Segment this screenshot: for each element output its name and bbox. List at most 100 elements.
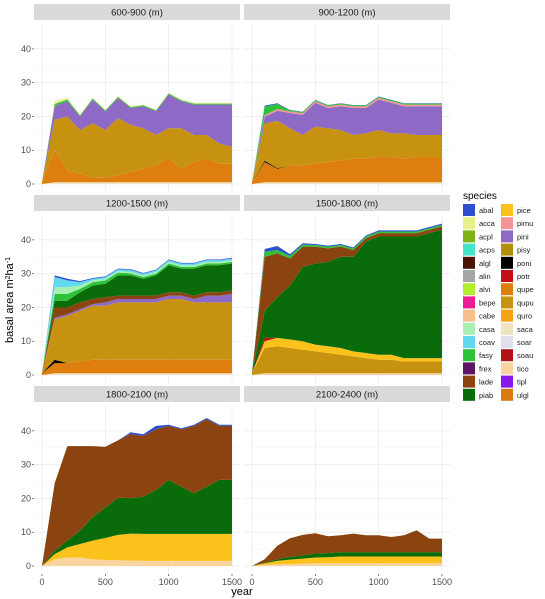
panels-layer: 600-900 (m) 0 10 20 30 40 900-1200 (m) 1200-150… [21,4,452,587]
area-qupe [42,359,232,375]
panel-strip [34,386,240,402]
legend-label-pisy: pisy [517,246,531,255]
legend-swatch-soar [501,336,513,348]
legend-swatch-ulgl [501,388,513,401]
area-tico [42,557,232,566]
area-lade [252,226,442,374]
legend-swatch-potr [501,270,513,282]
panel-5: 1800-2100 (m) 0 10 20 30 40 0 500 1000 1500 [21,386,242,587]
legend-swatch-pini [501,230,513,243]
area-saca [252,182,442,184]
y-tick-label: 20 [21,111,31,121]
area-qupe [252,156,442,184]
area-fasy [42,93,232,183]
legend-label-pice: pice [517,206,531,215]
legend-swatch-tipl [501,375,513,388]
legend-title: species [463,191,497,202]
legend-swatch-alvi [463,283,475,296]
panel-title: 1500-1800 (m) [316,199,378,210]
panel-title: 600-900 (m) [111,8,163,19]
y-tick-label: 40 [21,426,31,436]
panel-strip [244,195,450,211]
legend-swatch-quro [501,309,513,322]
legend-swatch-qupu [501,296,513,309]
legend-label-piab: piab [479,391,493,400]
legend-swatch-alin [463,270,475,282]
x-tick-label: 500 [308,577,323,587]
area-abal [252,96,442,183]
y-axis-title-sup2: -1 [5,257,12,263]
panel-title: 2100-2400 (m) [316,390,378,401]
x-tick-label: 0 [39,577,44,587]
legend-swatch-algl [463,256,475,269]
area-saca [42,373,232,375]
y-tick-label: 20 [21,302,31,312]
panel-title: 1200-1500 (m) [106,199,168,210]
legend-label-bepe: bepe [479,298,496,307]
legend-swatch-soau [501,349,513,362]
legend-swatch-lade [463,375,475,388]
legend-label-saca: saca [517,325,534,334]
legend-label-pimu: pimu [517,219,533,228]
legend-label-tipl: tipl [517,378,527,387]
area-pini [42,293,232,374]
area-tico [252,563,442,566]
legend-label-abal: abal [479,206,494,215]
panel-strip [34,195,240,211]
legend-label-qupu: qupu [517,298,534,307]
legend-swatch-qupe [501,283,513,296]
panel-title: 1800-2100 (m) [106,390,168,401]
y-axis-title-mid: ha [4,262,16,275]
panel-strip [244,4,450,20]
area-pini [42,94,232,183]
panel-3: 1200-1500 (m) 0 10 20 30 40 [21,195,240,383]
legend-label-algl: algl [479,259,491,268]
legend-swatch-acca [463,217,475,230]
legend-label-potr: potr [517,272,530,281]
x-axis-title: year [231,586,253,598]
legend-label-poni: poni [517,259,532,268]
legend-label-soau: soau [517,351,533,360]
legend-swatch-piab [463,388,475,401]
legend-label-cabe: cabe [479,312,495,321]
area-qupu [42,299,232,374]
legend-label-coav: coav [479,338,495,347]
y-tick-label: 30 [21,460,31,470]
legend-label-acps: acps [479,246,495,255]
area-piab [42,479,232,566]
legend-label-ulgl: ulgl [517,391,529,400]
area-lade [252,530,442,566]
y-tick-label: 40 [21,44,31,54]
area-pini [252,99,442,183]
panel-2: 900-1200 (m) [244,4,450,192]
legend-label-pini: pini [517,232,529,241]
y-axis-title: basal area m2ha-1 [4,257,16,343]
area-qupe [42,150,232,184]
y-axis-title-main: basal area m [4,279,16,343]
legend-swatch-casa [463,322,475,335]
y-tick-label: 40 [21,235,31,245]
panel-strip [244,386,450,402]
panel-strip [34,4,240,20]
legend-label-quro: quro [517,312,532,321]
x-tick-label: 1000 [159,577,179,587]
y-tick-label: 20 [21,493,31,503]
legend-swatch-acpl [463,230,475,243]
legend: species abal acca acpl acps algl alin alvi bepe… [463,191,534,401]
legend-swatch-abal [463,204,475,216]
area-piab [252,229,442,374]
y-tick-label: 10 [21,527,31,537]
x-tick-label: 1000 [369,577,389,587]
legend-swatch-pimu [501,217,513,230]
legend-swatch-poni [501,256,513,269]
x-tick-label: 1500 [222,577,242,587]
legend-label-casa: casa [479,325,496,334]
legend-swatch-pisy [501,243,513,256]
area-tico [252,373,442,375]
y-axis-title-sup1: 2 [5,275,12,279]
legend-label-tico: tico [517,364,529,373]
panel-6: 2100-2400 (m) 0 500 1000 1500 [244,386,452,587]
x-tick-label: 0 [249,577,254,587]
axis-layer: year basal area m2ha-1 [4,257,253,598]
